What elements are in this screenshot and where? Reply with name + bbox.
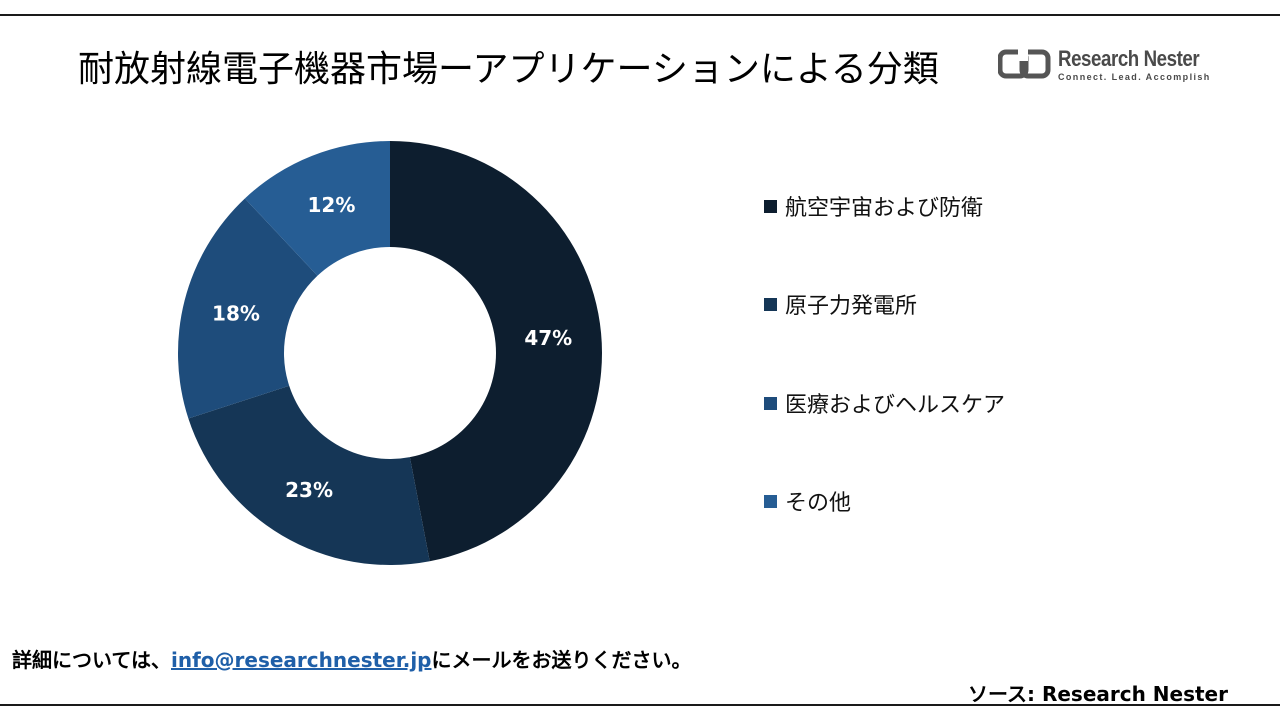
legend-item-medical-healthcare: 医療およびヘルスケア	[764, 387, 1005, 419]
legend-item-other: その他	[764, 485, 851, 517]
legend-label-other: その他	[785, 491, 852, 516]
contact-email-link[interactable]: info@researchnester.jp	[171, 648, 432, 672]
legend-item-aerospace-defense: 航空宇宙および防衛	[764, 190, 983, 222]
legend-swatch-other	[764, 494, 777, 508]
research-nester-logo: Research Nester Connect. Lead. Accomplis…	[998, 46, 1218, 86]
donut-slice-other	[244, 141, 390, 276]
page-title: 耐放射線電子機器市場ーアプリケーションによる分類	[78, 49, 939, 90]
data-label-other: 12%	[308, 193, 356, 217]
research-nester-logo-mark-icon	[998, 49, 1051, 79]
legend-swatch-medical-healthcare	[764, 396, 777, 410]
legend-swatch-nuclear-power	[764, 297, 777, 311]
legend-label-medical-healthcare: 医療およびヘルスケア	[785, 393, 1006, 418]
logo-name: Research Nester	[1058, 46, 1200, 71]
top-rule	[0, 14, 1280, 16]
legend-label-nuclear-power: 原子力発電所	[785, 294, 918, 319]
source-credit: ソース: Research Nester	[967, 682, 1228, 706]
data-label-medical-healthcare: 18%	[212, 301, 260, 325]
legend-label-aerospace-defense: 航空宇宙および防衛	[785, 196, 984, 221]
data-label-aerospace-defense: 47%	[524, 326, 572, 350]
legend-swatch-aerospace-defense	[764, 199, 777, 213]
bottom-rule	[0, 704, 1280, 706]
data-label-nuclear-power: 23%	[285, 478, 333, 502]
legend-item-nuclear-power: 原子力発電所	[764, 288, 917, 320]
contact-note-suffix: にメールをお送りください。	[431, 648, 692, 672]
contact-note: 詳細については、info@researchnester.jpにメールをお送りくだ…	[12, 644, 692, 673]
donut-slice-aerospace-defense	[390, 141, 602, 562]
donut-slice-nuclear-power	[188, 385, 430, 565]
contact-note-prefix: 詳細については、	[12, 648, 171, 672]
logo-tagline: Connect. Lead. Accomplish	[1058, 72, 1211, 82]
donut-slice-medical-healthcare	[178, 198, 318, 419]
